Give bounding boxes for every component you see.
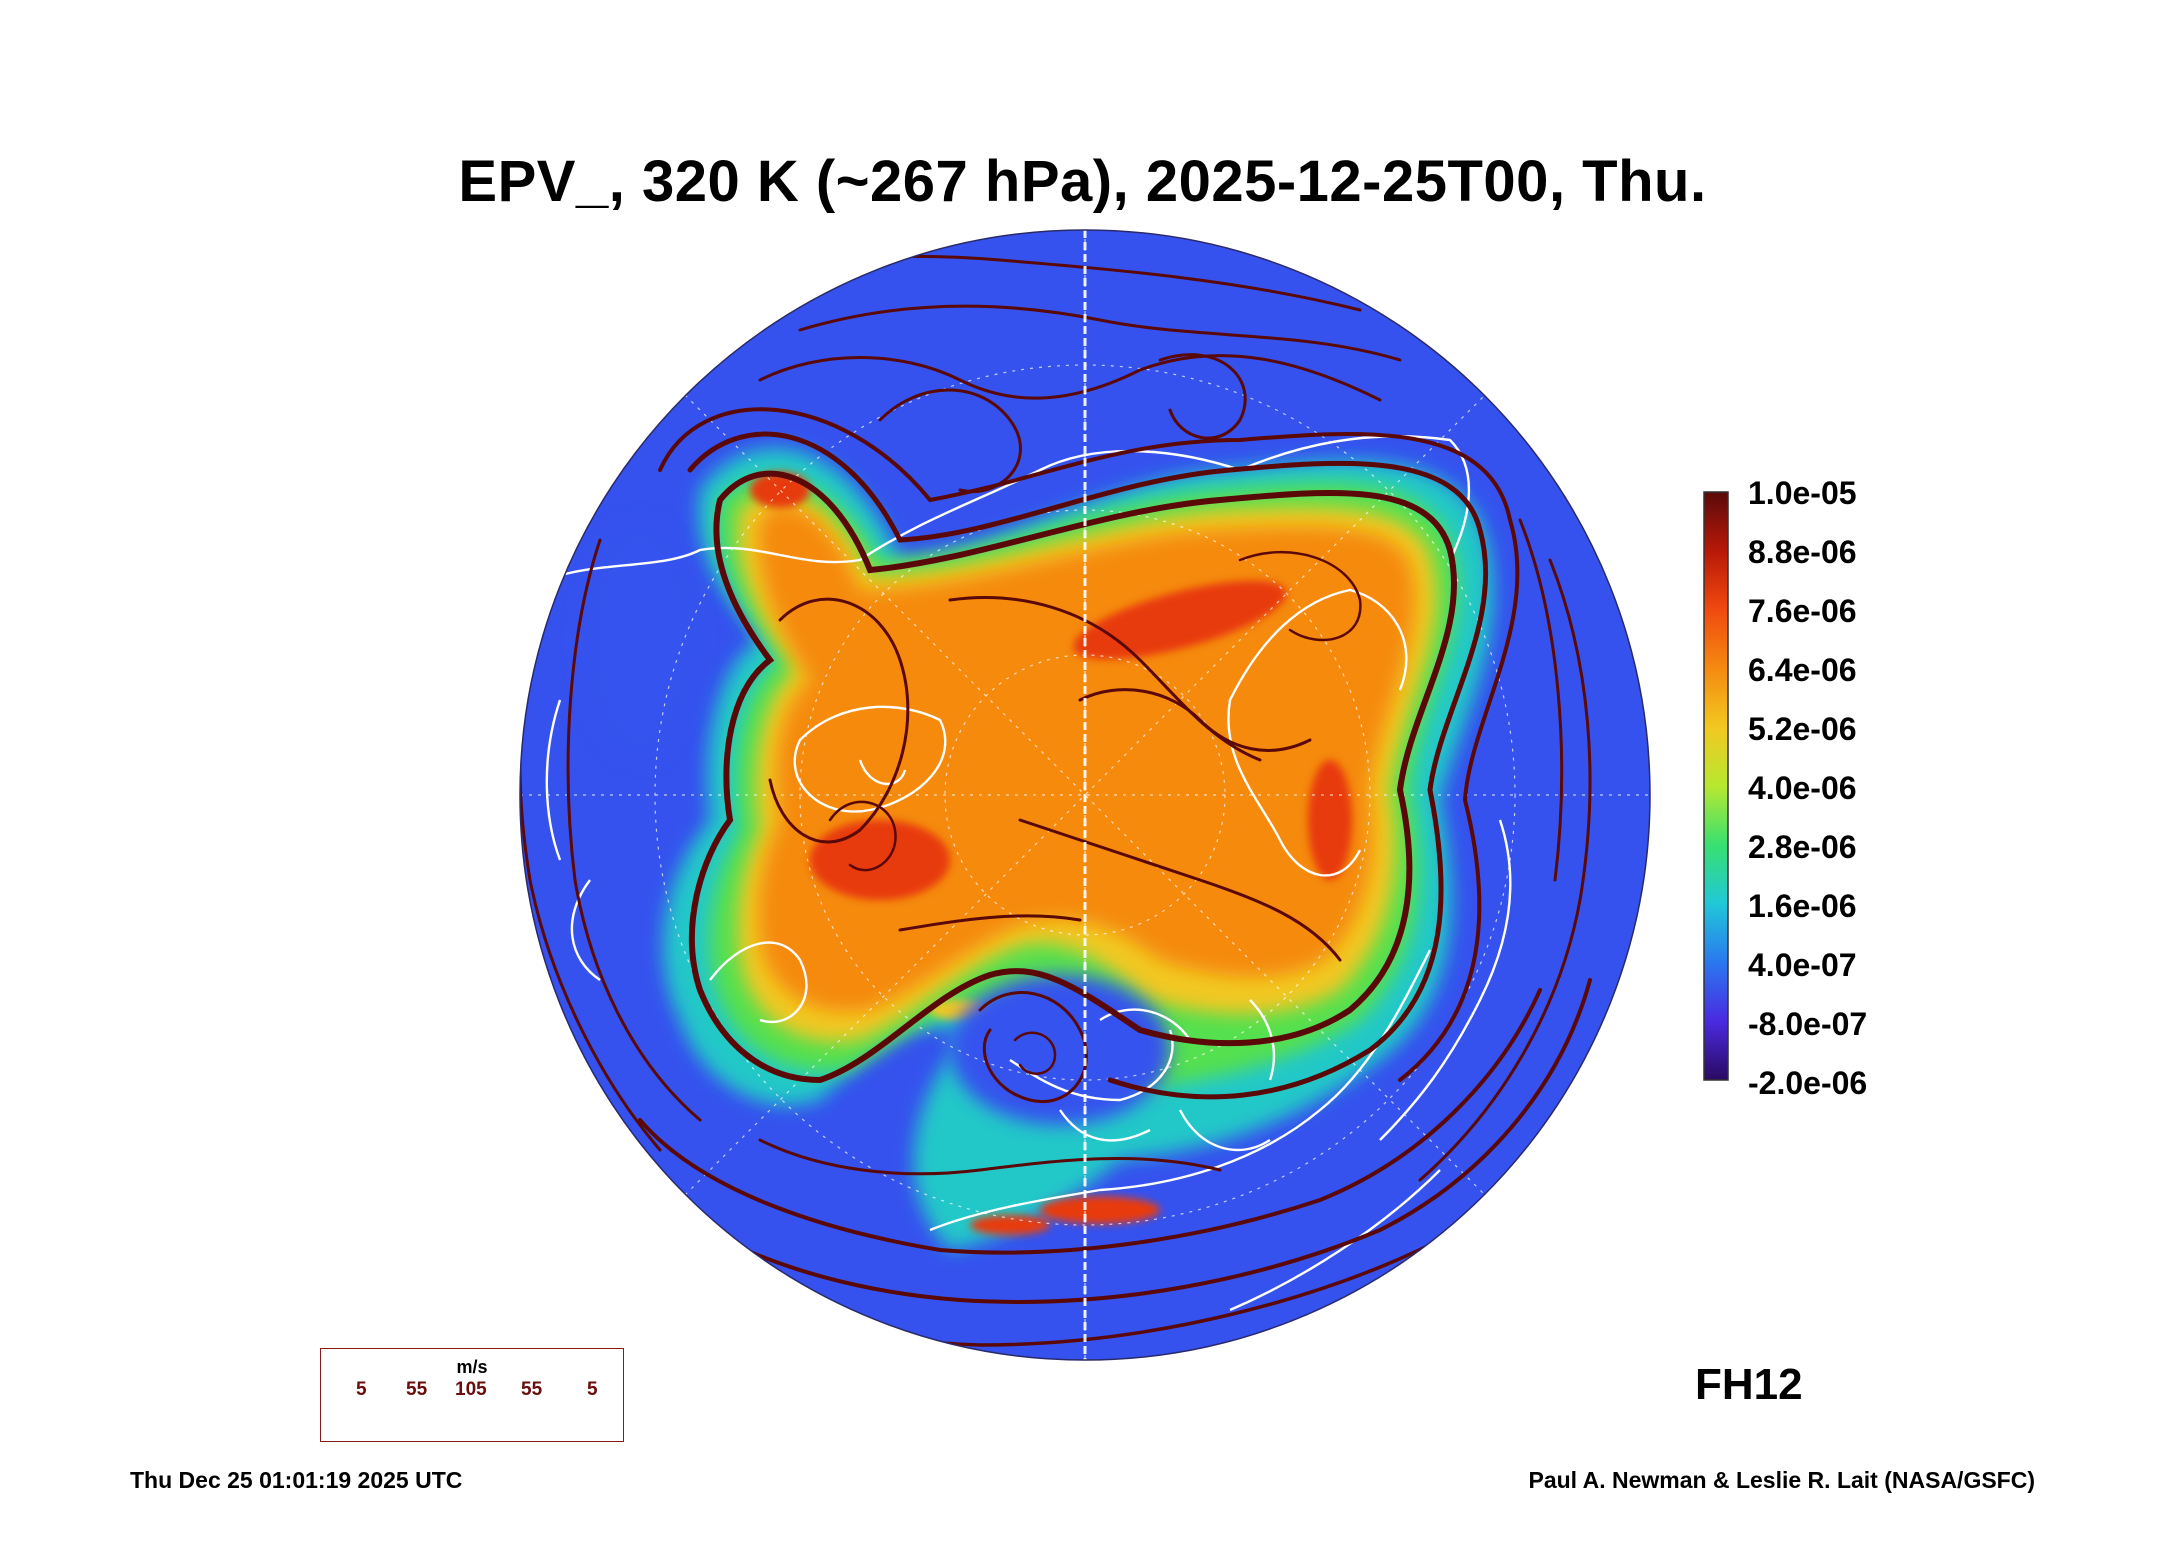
colorbar-label: 4.0e-07 bbox=[1748, 947, 1857, 983]
map-title: EPV_, 320 K (~267 hPa), 2025-12-25T00, T… bbox=[458, 149, 1707, 214]
colorbar-label: 1.6e-06 bbox=[1748, 888, 1857, 924]
colorbar-label: 8.8e-06 bbox=[1748, 534, 1857, 570]
colorbar-label: -2.0e-06 bbox=[1748, 1065, 1868, 1101]
colorbar-label: -8.0e-07 bbox=[1748, 1006, 1868, 1042]
wind-legend-speed: 105 bbox=[455, 1379, 487, 1400]
colorbar-label: 2.8e-06 bbox=[1748, 829, 1857, 865]
epv-field bbox=[520, 230, 1650, 1360]
forecast-hour: FH12 bbox=[1695, 1360, 1803, 1409]
wind-legend-units: m/s bbox=[456, 1357, 488, 1377]
colorbar-label: 5.2e-06 bbox=[1748, 711, 1857, 747]
wind-legend: m/s 5 55 105 55 5 bbox=[320, 1348, 624, 1442]
wind-legend-speed: 55 bbox=[406, 1379, 428, 1400]
coastlines bbox=[544, 435, 1512, 1312]
wind-legend-speed: 55 bbox=[521, 1379, 543, 1400]
wind-legend-speed: 5 bbox=[587, 1379, 598, 1400]
wind-legend-speed: 5 bbox=[356, 1379, 367, 1400]
credit-line: Paul A. Newman & Leslie R. Lait (NASA/GS… bbox=[1528, 1467, 2035, 1493]
colorbar-label: 6.4e-06 bbox=[1748, 652, 1857, 688]
colorbar-label: 4.0e-06 bbox=[1748, 770, 1857, 806]
colorbar-label: 7.6e-06 bbox=[1748, 593, 1857, 629]
colorbar-label: 1.0e-05 bbox=[1748, 475, 1857, 511]
map-border bbox=[519, 229, 1651, 1361]
colorbar bbox=[1703, 491, 1729, 1081]
generated-timestamp: Thu Dec 25 01:01:19 2025 UTC bbox=[130, 1467, 463, 1493]
